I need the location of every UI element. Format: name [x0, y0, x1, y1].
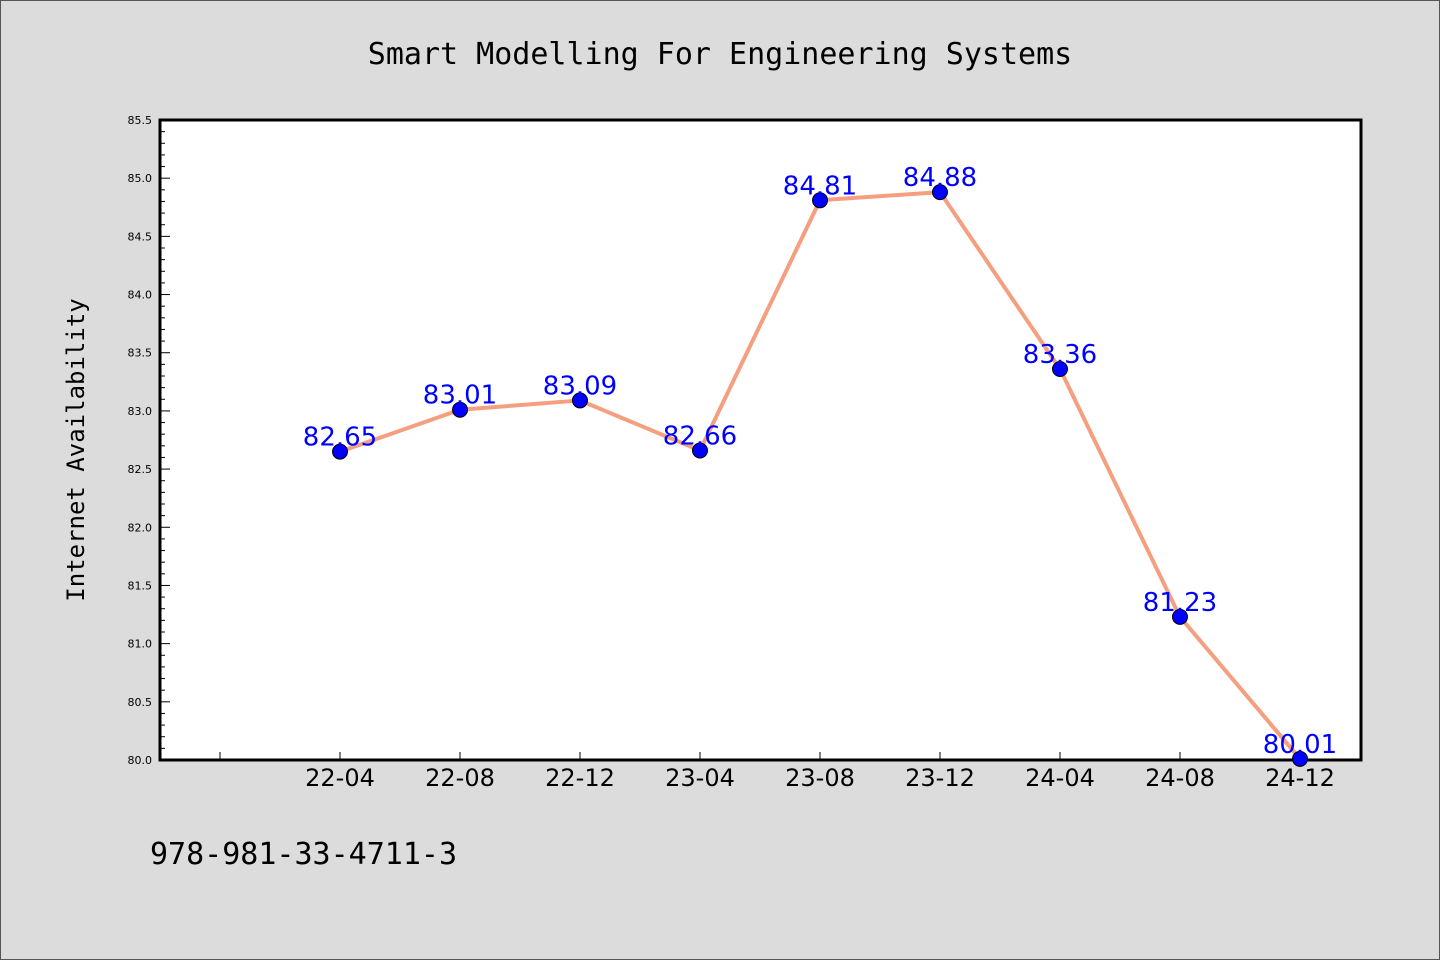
data-point — [1052, 361, 1068, 378]
data-point — [452, 401, 468, 418]
data-label: 83.01 — [423, 381, 497, 411]
x-tick-label: 23-04 — [665, 764, 735, 792]
x-tick-label: 22-08 — [425, 764, 495, 792]
data-label: 82.65 — [303, 423, 377, 453]
y-tick-label: 82.5 — [128, 463, 153, 476]
chart-title: Smart Modelling For Engineering Systems — [368, 37, 1072, 72]
y-tick-label: 85.0 — [128, 172, 153, 185]
x-tick-label: 22-04 — [305, 764, 375, 792]
data-point — [1292, 750, 1308, 767]
series: 82.65 83.01 83.09 82.66 84.81 84.88 83.36 81.23… — [303, 163, 1337, 767]
y-tick-label: 83.5 — [128, 347, 153, 360]
data-label: 82.66 — [663, 421, 737, 451]
y-tick-label: 81.5 — [128, 579, 153, 592]
x-tick-label: 23-08 — [785, 764, 855, 792]
data-point — [692, 442, 708, 459]
y-tick-label: 83.0 — [128, 405, 153, 418]
y-tick-label: 85.5 — [128, 114, 153, 127]
x-tick-label: 22-12 — [545, 764, 615, 792]
x-tick-label: 24-12 — [1265, 764, 1335, 792]
y-tick-label: 82.0 — [128, 521, 153, 534]
data-point — [332, 443, 348, 460]
data-point — [812, 192, 828, 209]
y-tick-label: 84.0 — [128, 289, 153, 302]
y-tick-label: 81.0 — [128, 638, 153, 651]
data-label: 83.09 — [543, 371, 617, 401]
data-point — [1172, 608, 1188, 625]
isbn-text: 978-981-33-4711-3 — [150, 837, 457, 872]
y-axis-label: Internet Availability — [62, 298, 90, 601]
y-tick-label: 80.0 — [128, 754, 153, 767]
x-tick-label: 24-08 — [1145, 764, 1215, 792]
x-tick-label: 24-04 — [1025, 764, 1095, 792]
data-label: 84.88 — [903, 163, 977, 193]
y-tick-label: 80.5 — [128, 696, 153, 709]
data-point — [572, 392, 588, 409]
x-tick-label: 23-12 — [905, 764, 975, 792]
data-point — [932, 184, 948, 201]
data-label: 84.81 — [783, 171, 857, 201]
data-label: 81.23 — [1143, 588, 1217, 618]
x-axis: 22-04 22-08 22-12 23-04 23-08 23-12 24-04 24-08… — [219, 752, 1335, 792]
y-axis: 80.0 80.5 81.0 81.5 82.0 82.5 83.0 83.5 84.0 84.5… — [128, 114, 170, 767]
plot-area — [158, 118, 1363, 762]
y-tick-label: 84.5 — [128, 230, 153, 243]
data-label: 83.36 — [1023, 340, 1097, 370]
data-label: 80.01 — [1263, 730, 1337, 760]
